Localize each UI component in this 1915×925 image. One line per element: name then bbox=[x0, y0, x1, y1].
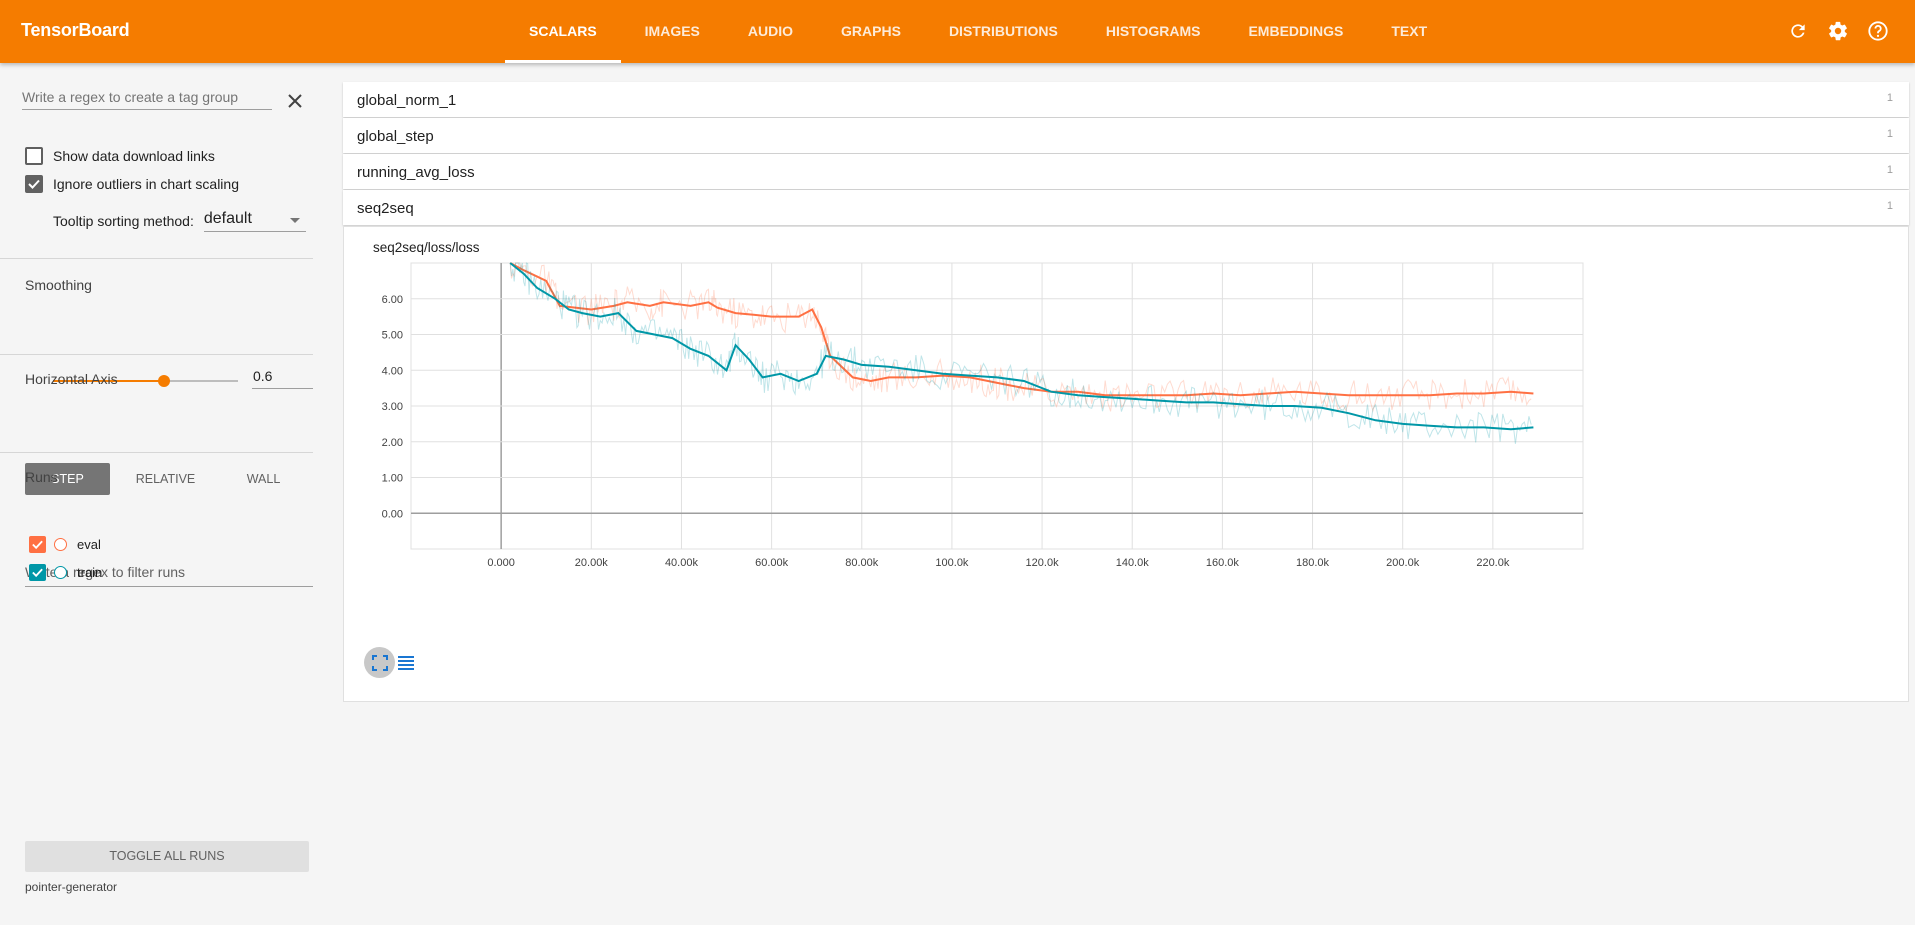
category-global-step[interactable]: global_step 1 bbox=[343, 118, 1909, 153]
y-tick-label: 6.00 bbox=[382, 294, 403, 306]
axis-button-group: STEP RELATIVE WALL bbox=[25, 463, 319, 495]
smoothing-section: Smoothing bbox=[0, 259, 313, 355]
slider-fill bbox=[53, 380, 164, 382]
tab-text[interactable]: TEXT bbox=[1391, 23, 1428, 39]
tooltip-sorting-row: Tooltip sorting method: default bbox=[53, 210, 306, 232]
run-name: train bbox=[77, 565, 103, 580]
run-item-eval[interactable]: eval bbox=[29, 536, 101, 553]
category-running-avg-loss[interactable]: running_avg_loss 1 bbox=[343, 154, 1909, 189]
dashboard-tabs: SCALARS IMAGES AUDIO GRAPHS DISTRIBUTION… bbox=[505, 0, 1451, 63]
run-item-train[interactable]: train bbox=[29, 564, 102, 581]
category-name: running_avg_loss bbox=[357, 164, 475, 181]
runs-label: Runs bbox=[25, 469, 58, 485]
series-raw-line-train bbox=[509, 262, 1532, 444]
show-download-links-label: Show data download links bbox=[53, 148, 215, 164]
x-tick-label: 120.0k bbox=[1026, 557, 1060, 569]
y-tick-label: 4.00 bbox=[382, 365, 403, 377]
slider-knob[interactable] bbox=[158, 375, 170, 387]
series-raw-line-eval bbox=[509, 262, 1532, 413]
top-bar: TensorBoard SCALARS IMAGES AUDIO GRAPHS … bbox=[0, 0, 1915, 63]
tooltip-sorting-label: Tooltip sorting method: bbox=[53, 213, 194, 229]
horizontal-axis-label: Horizontal Axis bbox=[25, 371, 118, 387]
category-global-norm-1[interactable]: global_norm_1 1 bbox=[343, 82, 1909, 117]
y-tick-label: 1.00 bbox=[382, 473, 403, 485]
x-tick-label: 40.00k bbox=[665, 557, 699, 569]
axis-wall-button[interactable]: WALL bbox=[246, 472, 281, 486]
smoothing-slider[interactable] bbox=[53, 375, 238, 387]
x-tick-label: 200.0k bbox=[1386, 557, 1420, 569]
tab-histograms[interactable]: HISTOGRAMS bbox=[1105, 23, 1201, 39]
category-count: 1 bbox=[1886, 200, 1893, 212]
app-title: TensorBoard bbox=[21, 20, 130, 40]
checkbox-box[interactable] bbox=[25, 147, 43, 165]
sidebar: Show data download links Ignore outliers… bbox=[0, 63, 313, 925]
tab-embeddings[interactable]: EMBEDDINGS bbox=[1248, 23, 1344, 39]
chart-card: seq2seq/loss/loss 0.000 20.00k 40.00k 60.00… bbox=[343, 226, 1909, 702]
tag-regex-input[interactable] bbox=[22, 89, 272, 110]
chart-title: seq2seq/loss/loss bbox=[373, 240, 480, 255]
y-tick-label: 0.00 bbox=[382, 508, 403, 520]
tab-distributions[interactable]: DISTRIBUTIONS bbox=[948, 23, 1058, 39]
show-download-links-checkbox[interactable]: Show data download links bbox=[25, 147, 215, 165]
category-name: seq2seq bbox=[357, 200, 414, 217]
fullscreen-icon[interactable] bbox=[364, 647, 395, 678]
logdir-label: pointer-generator bbox=[25, 880, 118, 894]
category-count: 1 bbox=[1886, 92, 1893, 104]
horizontal-axis-section: Horizontal Axis bbox=[0, 355, 313, 453]
category-seq2seq[interactable]: seq2seq 1 bbox=[343, 190, 1909, 225]
x-tick-label: 160.0k bbox=[1206, 557, 1240, 569]
x-tick-label: 220.0k bbox=[1476, 557, 1510, 569]
category-count: 1 bbox=[1886, 164, 1893, 176]
smoothing-label: Smoothing bbox=[25, 277, 92, 293]
runs-filter-input[interactable] bbox=[25, 564, 313, 587]
x-tick-label: 180.0k bbox=[1296, 557, 1330, 569]
tab-graphs[interactable]: GRAPHS bbox=[841, 23, 901, 39]
main-content: global_norm_1 1 global_step 1 running_av… bbox=[343, 82, 1909, 702]
data-table-icon[interactable] bbox=[390, 647, 421, 678]
tooltip-sorting-select[interactable]: default bbox=[203, 210, 306, 232]
tab-images[interactable]: IMAGES bbox=[644, 23, 700, 39]
settings-icon[interactable] bbox=[1825, 18, 1851, 44]
y-tick-label: 3.00 bbox=[382, 401, 403, 413]
category-count: 1 bbox=[1886, 128, 1893, 140]
category-name: global_norm_1 bbox=[357, 92, 457, 109]
x-tick-label: 140.0k bbox=[1116, 557, 1150, 569]
ignore-outliers-label: Ignore outliers in chart scaling bbox=[53, 176, 239, 192]
axis-relative-button[interactable]: RELATIVE bbox=[135, 472, 196, 486]
x-tick-label: 80.00k bbox=[845, 557, 879, 569]
check-icon[interactable] bbox=[29, 564, 46, 581]
run-color-circle-icon bbox=[54, 538, 67, 551]
toggle-all-runs-button[interactable]: TOGGLE ALL RUNS bbox=[25, 841, 309, 872]
refresh-icon[interactable] bbox=[1785, 18, 1811, 44]
tooltip-sorting-value: default bbox=[203, 210, 252, 227]
y-tick-label: 2.00 bbox=[382, 437, 403, 449]
axis-step-button[interactable]: STEP bbox=[25, 463, 110, 495]
loss-chart[interactable]: 0.000 20.00k 40.00k 60.00k 80.00k 100.0k 120.0… bbox=[344, 227, 1910, 703]
category-name: global_step bbox=[357, 128, 434, 145]
ignore-outliers-checkbox[interactable]: Ignore outliers in chart scaling bbox=[25, 175, 239, 193]
run-color-circle-icon bbox=[54, 566, 67, 579]
check-icon[interactable] bbox=[29, 536, 46, 553]
tab-scalars[interactable]: SCALARS bbox=[505, 0, 621, 63]
run-name: eval bbox=[77, 537, 101, 552]
x-tick-label: 100.0k bbox=[935, 557, 969, 569]
tab-audio[interactable]: AUDIO bbox=[747, 23, 794, 39]
y-tick-label: 5.00 bbox=[382, 330, 403, 342]
series-line-train bbox=[509, 262, 1534, 431]
close-icon[interactable] bbox=[284, 90, 306, 112]
x-tick-label: 60.00k bbox=[755, 557, 789, 569]
header-actions bbox=[1785, 18, 1891, 44]
smoothing-value-input[interactable]: 0.6 bbox=[252, 368, 313, 389]
x-tick-label: 20.00k bbox=[575, 557, 609, 569]
help-icon[interactable] bbox=[1865, 18, 1891, 44]
series-line-eval bbox=[509, 262, 1534, 397]
tag-settings-section: Show data download links Ignore outliers… bbox=[0, 63, 313, 259]
x-tick-label: 0.000 bbox=[487, 557, 515, 569]
check-icon[interactable] bbox=[25, 175, 43, 193]
dropdown-arrow-icon bbox=[289, 218, 300, 223]
